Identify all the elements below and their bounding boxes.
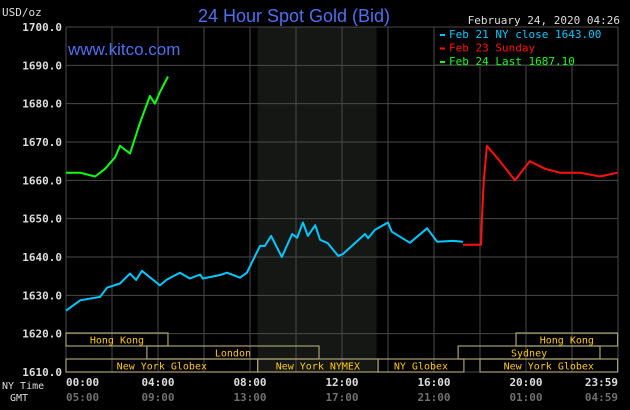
x-tick-label-ny: 20:00 [509,376,542,389]
y-tick-label: 1630.0 [22,289,62,302]
chart-title: 24 Hour Spot Gold (Bid) [198,6,390,26]
timestamp: February 24, 2020 04:26 [468,14,620,27]
x-tick-label-gmt: 05:00 [66,391,99,404]
series-line-2 [463,144,618,246]
x-tick-label-gmt: 04:59 [585,391,618,404]
series-line-1 [65,221,464,312]
series-line-3 [66,76,169,178]
y-tick-label: 1690.0 [22,59,62,72]
x-tick-label-gmt: 09:00 [141,391,174,404]
session-bar [65,332,169,347]
x-tick-label-ny: 08:00 [233,376,266,389]
y-tick-label: 1620.0 [22,328,62,341]
legend-entry: Feb 23 Sunday [449,42,535,55]
session-label: Hong Kong [90,336,144,347]
x-tick-label-ny: 12:00 [325,376,358,389]
session-label: New York Globex [117,362,207,373]
y-tick-label: 1700.0 [22,21,62,34]
session-bar [377,358,465,373]
x-row-label-ny: NY Time [2,381,44,392]
y-tick-label: 1670.0 [22,136,62,149]
session-label: NY Globex [394,362,448,373]
session-bar [479,358,619,373]
x-tick-label-ny: 16:00 [417,376,450,389]
legend-entry: Feb 21 NY close 1643.00 [449,28,601,41]
y-axis-label: USD/oz [2,6,42,19]
x-tick-label-gmt: 17:00 [325,391,358,404]
session-label: Hong Kong [540,336,594,347]
legend-entry: Feb 24 Last 1687.10 [449,55,575,68]
session-label: Sydney [511,349,547,360]
session-label: London [215,349,251,360]
y-tick-label: 1660.0 [22,174,62,187]
x-tick-label-ny: 23:59 [585,376,618,389]
y-tick-label: 1680.0 [22,98,62,111]
session-label: New York Globex [504,362,594,373]
session-label: New York NYMEX [276,362,360,373]
y-tick-label: 1640.0 [22,251,62,264]
legend-box [433,26,619,66]
x-tick-label-gmt: 13:00 [233,391,266,404]
watermark: www.kitco.com [67,40,180,59]
y-tick-label: 1650.0 [22,213,62,226]
legend-swatch [440,61,445,63]
y-tick-label: 1610.0 [22,366,62,379]
x-tick-label-ny: 04:00 [141,376,174,389]
legend-swatch [440,34,445,36]
x-tick-label-gmt: 21:00 [417,391,450,404]
highlight-period [257,27,377,372]
x-row-label-gmt: GMT [10,393,28,404]
x-tick-label-ny: 00:00 [66,376,99,389]
x-tick-label-gmt: 01:00 [509,391,542,404]
legend-swatch [440,47,445,50]
